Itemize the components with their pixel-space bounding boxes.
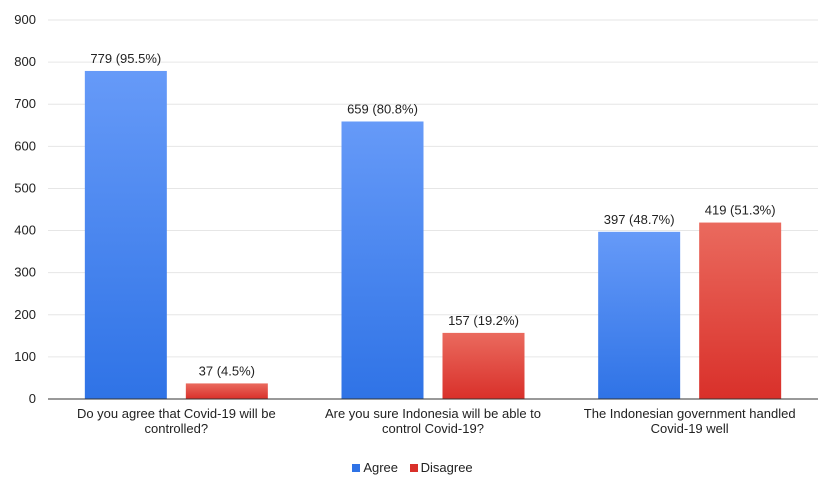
bar-disagree-0 [185,383,268,399]
y-tick-label-300: 300 [14,265,36,280]
y-tick-label-200: 200 [14,307,36,322]
legend: Agree Disagree [0,460,825,475]
x-tick-label-1-line-0: Are you sure Indonesia will be able to [325,406,541,421]
data-label-disagree-2: 419 (51.3%) [705,203,776,218]
legend-label-agree: Agree [363,460,399,475]
legend-swatch-disagree [409,464,418,472]
y-tick-label-100: 100 [14,349,36,364]
gridlines [48,19,818,358]
y-tick-label-800: 800 [14,54,36,69]
bar-chart: 0 100 200 300 400 500 600 700 800 900 779 (95.5%)… [14,12,818,436]
x-axis-labels: Do you agree that Covid-19 will becontro… [77,406,796,436]
y-tick-label-400: 400 [14,223,36,238]
data-label-agree-0: 779 (95.5%) [90,51,161,66]
x-tick-label-1-line-1: control Covid-19? [382,421,484,436]
x-tick-label-2-line-1: Covid-19 well [651,421,729,436]
data-label-disagree-1: 157 (19.2%) [448,313,519,328]
bar-disagree-2 [699,222,782,399]
legend-swatch-agree [352,464,361,472]
x-tick-label-0-line-1: controlled? [145,421,209,436]
bar-agree-2 [598,231,681,399]
data-label-agree-2: 397 (48.7%) [604,212,675,227]
y-tick-label-500: 500 [14,180,36,195]
bars [84,70,782,400]
data-label-disagree-0: 37 (4.5%) [199,363,255,378]
y-tick-label-0: 0 [29,391,36,406]
legend-item-agree: Agree [352,460,398,475]
y-tick-label-900: 900 [14,12,36,27]
y-tick-label-700: 700 [14,96,36,111]
legend-item-disagree: Disagree [409,460,473,475]
y-axis-ticks: 0 100 200 300 400 500 600 700 800 900 [14,12,36,406]
bar-agree-0 [84,70,167,400]
bar-agree-1 [341,121,424,399]
x-tick-label-2-line-0: The Indonesian government handled [584,406,796,421]
bar-disagree-1 [442,332,525,399]
legend-label-disagree: Disagree [420,460,473,475]
y-tick-label-600: 600 [14,138,36,153]
data-label-agree-1: 659 (80.8%) [347,101,418,116]
data-labels: 779 (95.5%) 37 (4.5%) 659 (80.8%) 157 (19.2… [90,51,775,378]
x-tick-label-0-line-0: Do you agree that Covid-19 will be [77,406,276,421]
